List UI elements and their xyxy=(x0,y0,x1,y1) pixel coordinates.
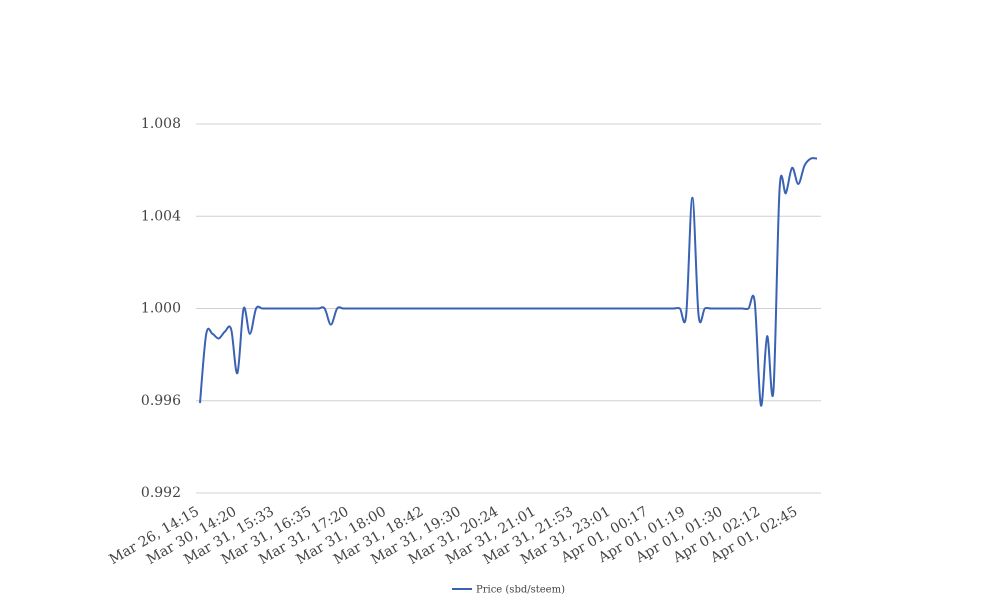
y-tick-label: 0.996 xyxy=(141,393,181,409)
legend-label: Price (sbd/steem) xyxy=(476,585,565,596)
y-tick-label: 1.000 xyxy=(141,301,181,317)
price-line xyxy=(199,157,818,407)
y-tick-label: 0.992 xyxy=(141,485,181,501)
y-tick-label: 1.008 xyxy=(141,116,181,132)
y-tick-label: 1.004 xyxy=(141,208,181,224)
